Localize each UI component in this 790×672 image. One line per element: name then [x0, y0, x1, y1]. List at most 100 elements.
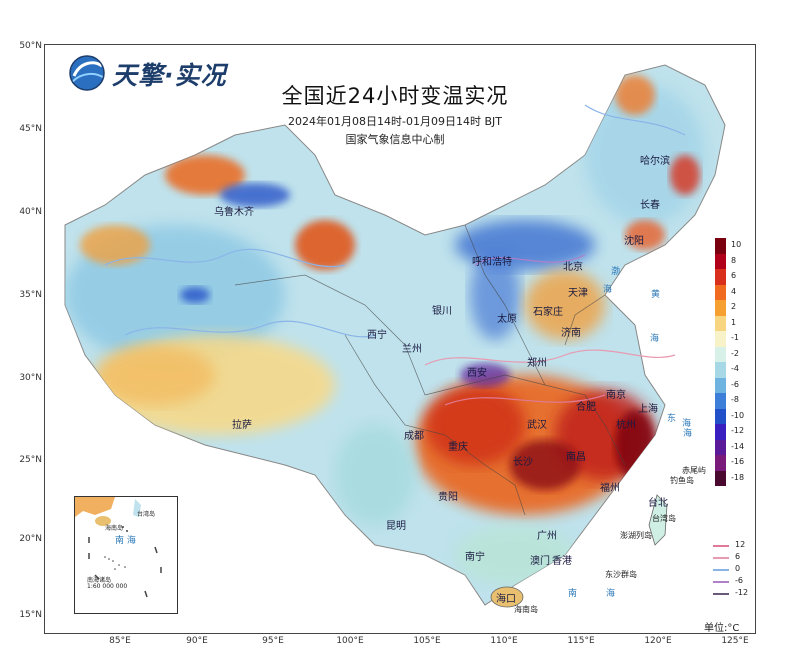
inset-hainan-label: 海南岛 — [105, 525, 124, 532]
island-label: 台湾岛 — [652, 514, 676, 523]
isoline-legend-row: -12 — [713, 588, 773, 600]
legend-swatch — [715, 238, 726, 254]
sea-label: 海 — [650, 334, 660, 344]
taiwan-island — [648, 494, 668, 546]
unit-label: 单位:°C — [704, 623, 740, 634]
isoline-label: 0 — [735, 564, 741, 573]
temperature-change-map — [64, 64, 726, 608]
sea-label: 海 — [606, 589, 616, 599]
inset-map — [75, 497, 162, 598]
city-label: 昆明 — [386, 521, 406, 532]
lon-label-120: 120°E — [644, 636, 672, 646]
legend-swatch — [715, 455, 726, 471]
lon-label-115: 115°E — [567, 636, 595, 646]
isotherm-lines — [104, 104, 686, 406]
legend-label: -1 — [731, 333, 739, 342]
legend-label: -10 — [731, 410, 745, 420]
city-label: 澳门 — [530, 556, 550, 567]
city-label: 重庆 — [448, 442, 468, 453]
lon-label-95: 95°E — [262, 636, 284, 646]
isoline-legend-row: -6 — [713, 576, 773, 588]
city-label: 石家庄 — [533, 307, 563, 318]
city-label: 西安 — [467, 368, 487, 379]
city-label: 海口 — [496, 594, 516, 605]
globe-logo-icon — [69, 55, 105, 91]
lat-label-35: 35°N — [19, 290, 42, 300]
legend-swatch — [715, 439, 726, 455]
city-label: 广州 — [537, 531, 557, 542]
lon-label-125: 125°E — [721, 636, 749, 646]
legend-swatch — [715, 424, 726, 440]
brand-title: 天擎·实况 — [112, 61, 227, 90]
map-title: 全国近24小时变温实况 — [281, 84, 509, 108]
isoline-swatch — [713, 581, 729, 583]
island-label: 钓鱼岛 — [670, 476, 694, 485]
sea-label: 南 — [568, 589, 578, 599]
city-label: 杭州 — [616, 420, 636, 431]
isoline-swatch — [713, 545, 729, 547]
isoline-swatch — [713, 557, 729, 559]
city-label: 上海 — [638, 404, 658, 415]
city-label: 长春 — [640, 200, 660, 211]
legend-swatch — [715, 408, 726, 424]
legend-swatch — [715, 377, 726, 393]
isoline-legend-row: 12 — [713, 540, 773, 552]
map-frame — [44, 44, 756, 634]
city-label: 济南 — [561, 328, 581, 339]
city-label: 武汉 — [527, 420, 547, 431]
south-china-sea-inset: 台湾岛 海南岛 南 海 南海诸岛 1:60 000 000 — [74, 496, 178, 614]
sea-label: 海 — [603, 285, 613, 295]
legend-label: -16 — [731, 457, 745, 466]
legend-swatch — [715, 346, 726, 362]
isoline-label: -12 — [735, 588, 749, 597]
island-label: 海南岛 — [514, 605, 538, 614]
city-label: 南宁 — [465, 552, 485, 563]
legend-label: 4 — [731, 286, 737, 296]
isoline-label: 12 — [735, 540, 746, 549]
lat-label-40: 40°N — [19, 207, 42, 217]
lon-label-100: 100°E — [336, 636, 364, 646]
city-label: 天津 — [568, 288, 588, 299]
legend-swatch — [715, 253, 726, 269]
city-label: 沈阳 — [624, 236, 644, 247]
inset-sea-label: 南 海 — [115, 536, 136, 546]
lat-label-45: 45°N — [19, 124, 42, 134]
legend-swatch — [715, 300, 726, 316]
lat-label-15: 15°N — [19, 610, 42, 620]
lat-label-50: 50°N — [19, 41, 42, 51]
city-label: 贵阳 — [438, 492, 458, 503]
lon-label-110: 110°E — [490, 636, 518, 646]
island-label: 赤尾屿 — [682, 466, 706, 475]
isoline-swatch — [713, 593, 729, 595]
legend-label: 6 — [731, 271, 737, 280]
legend-swatch — [715, 393, 726, 409]
city-label: 合肥 — [576, 402, 596, 413]
legend-label: -14 — [731, 441, 745, 451]
city-label: 西宁 — [367, 330, 387, 341]
legend-label: -12 — [731, 426, 745, 435]
hainan-island — [490, 586, 524, 608]
sea-label: 东 — [667, 414, 677, 424]
sea-label: 海 — [682, 419, 692, 429]
city-label: 哈尔滨 — [640, 156, 670, 167]
lat-label-30: 30°N — [19, 373, 42, 383]
map-period: 2024年01月08日14时-01月09日14时 BJT — [288, 115, 502, 128]
legend-label: -2 — [731, 348, 739, 358]
city-label: 银川 — [432, 306, 452, 317]
legend-swatch — [715, 470, 726, 486]
city-label: 太原 — [497, 314, 517, 325]
city-label: 拉萨 — [232, 420, 252, 431]
lon-label-90: 90°E — [186, 636, 208, 646]
sea-label: 渤 — [611, 267, 621, 277]
legend-label: -6 — [731, 379, 739, 389]
island-label: 澎湖列岛 — [620, 531, 652, 540]
legend-label: 8 — [731, 255, 737, 265]
legend-swatch — [715, 284, 726, 300]
city-label: 郑州 — [527, 358, 547, 369]
map-issuer: 国家气象信息中心制 — [345, 133, 445, 146]
city-label: 台北 — [648, 498, 668, 509]
island-label: 东沙群岛 — [605, 570, 637, 579]
city-label: 南昌 — [566, 452, 586, 463]
lat-label-20: 20°N — [19, 534, 42, 544]
city-label: 南京 — [606, 390, 626, 401]
